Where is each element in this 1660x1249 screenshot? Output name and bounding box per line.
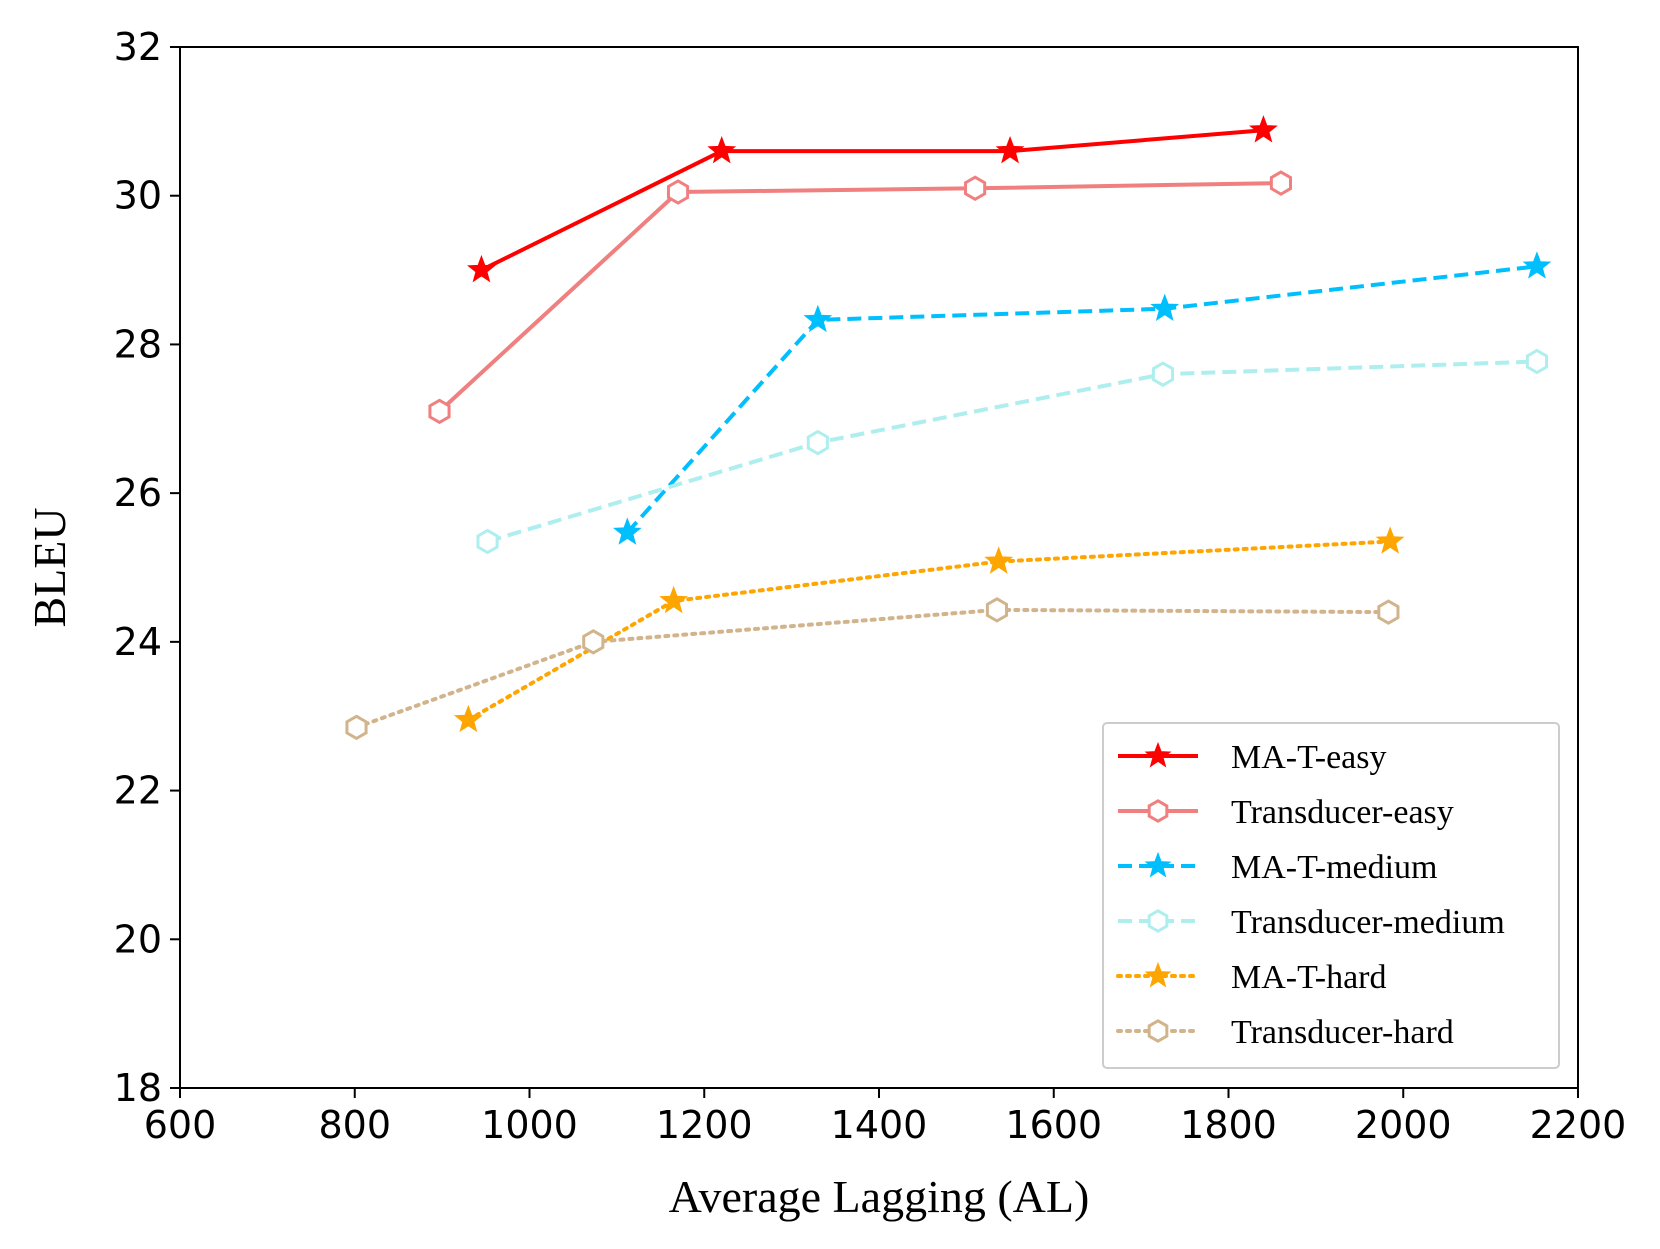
y-tick-label: 20 [114, 917, 162, 961]
legend-label: Transducer-hard [1231, 1014, 1454, 1051]
data-point [345, 714, 368, 741]
legend-marker [1144, 741, 1172, 768]
y-tick-label: 22 [114, 769, 162, 813]
x-tick-label: 1200 [656, 1103, 753, 1147]
legend-marker [1147, 799, 1169, 823]
legend-item: MA-T-easy [1118, 739, 1387, 776]
data-point [476, 528, 499, 555]
y-tick-label: 30 [114, 174, 162, 218]
data-point [1522, 251, 1552, 279]
legend-label: MA-T-medium [1231, 849, 1438, 886]
legend-label: Transducer-easy [1231, 794, 1454, 831]
series-line [466, 539, 1393, 722]
data-point [1377, 599, 1400, 625]
data-point [1150, 293, 1180, 321]
series-Transducer-easy [428, 170, 1292, 425]
data-point [659, 585, 689, 614]
legend-marker [1144, 851, 1172, 878]
data-point [582, 629, 605, 655]
plot-area [345, 115, 1552, 741]
data-point [1375, 526, 1405, 554]
x-tick-label: 2000 [1355, 1103, 1452, 1147]
x-tick-label: 600 [144, 1103, 217, 1147]
data-point [453, 704, 483, 733]
y-tick-label: 18 [114, 1066, 162, 1110]
data-point [964, 175, 987, 202]
series-line [480, 128, 1264, 272]
series-Transducer-hard [345, 597, 1400, 741]
legend-label: MA-T-hard [1231, 959, 1387, 996]
series-Transducer-medium [476, 348, 1548, 555]
data-point [995, 135, 1025, 164]
legend-item: Transducer-easy [1118, 794, 1454, 831]
data-point [806, 429, 829, 456]
data-point [1269, 170, 1292, 196]
legend: MA-T-easy Transducer-easy MA-T-medium Trans… [1102, 722, 1560, 1069]
data-point [428, 398, 451, 425]
data-point [803, 304, 833, 333]
legend-item: Transducer-hard [1116, 1014, 1454, 1051]
series-line [354, 607, 1391, 730]
y-tick-label: 28 [114, 322, 162, 366]
data-point [707, 135, 737, 164]
y-tick-label: 26 [114, 471, 162, 515]
series-MA-T-hard [453, 526, 1405, 733]
legend-marker [1147, 1019, 1169, 1043]
data-point [666, 179, 690, 205]
legend-item: MA-T-medium [1118, 849, 1438, 886]
y-tick-label: 24 [114, 620, 162, 664]
x-tick-label: 1000 [481, 1103, 578, 1147]
data-point [612, 517, 642, 545]
data-point [1249, 115, 1278, 143]
series-line [625, 264, 1538, 534]
series-line [486, 359, 1537, 544]
x-tick-label: 1400 [831, 1103, 928, 1147]
x-tick-label: 2200 [1530, 1103, 1627, 1147]
legend-marker [1147, 909, 1169, 933]
x-tick-label: 1600 [1005, 1103, 1102, 1147]
legend-marker [1144, 961, 1172, 988]
x-tick-label: 800 [318, 1103, 391, 1147]
axes: 600 800 1000 1200 1400 1600 1800 2000 2200 18 20 22… [114, 25, 1627, 1147]
legend-item: Transducer-medium [1118, 904, 1505, 941]
series-line [438, 181, 1281, 413]
data-point [984, 546, 1014, 574]
data-point [1151, 361, 1175, 387]
data-point [467, 254, 496, 283]
series-MA-T-easy [467, 115, 1278, 283]
series-MA-T-medium [612, 251, 1552, 545]
y-axis-title: BLEU [24, 507, 75, 627]
legend-label: MA-T-easy [1231, 739, 1387, 776]
x-tick-label: 1800 [1180, 1103, 1277, 1147]
legend-item: MA-T-hard [1116, 959, 1387, 996]
data-point [985, 597, 1009, 623]
data-point [1525, 348, 1548, 375]
legend-label: Transducer-medium [1231, 904, 1505, 941]
x-axis-title: Average Lagging (AL) [669, 1171, 1090, 1222]
y-tick-label: 32 [114, 25, 162, 69]
legend-box [1102, 722, 1560, 1069]
